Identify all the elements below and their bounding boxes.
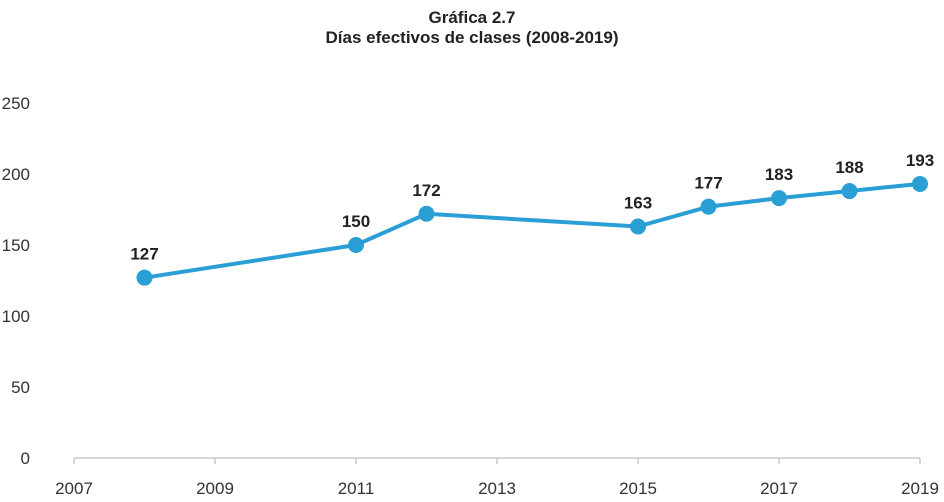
x-tick-label: 2015 <box>619 479 657 498</box>
y-tick-label: 50 <box>11 378 30 397</box>
data-label: 150 <box>342 212 370 231</box>
x-tick-label: 2019 <box>901 479 939 498</box>
x-tick-label: 2017 <box>760 479 798 498</box>
data-label: 177 <box>694 174 722 193</box>
series-line-group <box>136 175 928 286</box>
x-tick-label: 2011 <box>338 479 375 498</box>
chart-title: Gráfica 2.7 <box>428 8 516 27</box>
data-point <box>912 175 928 192</box>
data-label: 163 <box>624 194 652 213</box>
data-label: 127 <box>130 245 158 264</box>
y-tick-label: 250 <box>2 94 30 113</box>
y-tick-label: 0 <box>21 449 30 468</box>
data-labels: 127 150 172 163 177 183 188 193 <box>130 151 934 264</box>
data-point <box>841 183 858 200</box>
x-tick-label: 2009 <box>196 479 234 498</box>
data-point <box>700 198 717 215</box>
series-line <box>144 181 921 280</box>
data-label: 172 <box>412 181 440 200</box>
y-axis: 0 50 100 150 200 250 <box>2 94 30 468</box>
y-tick-label: 150 <box>2 236 30 255</box>
x-axis: 2007 2009 2011 2013 2015 2017 2019 <box>55 457 939 498</box>
y-tick-label: 200 <box>2 165 30 184</box>
data-point <box>771 190 787 207</box>
chart-subtitle: Días efectivos de clases (2008-2019) <box>325 28 619 47</box>
data-label: 183 <box>765 165 793 184</box>
data-label: 188 <box>835 158 863 177</box>
data-point <box>418 205 435 222</box>
data-point <box>630 218 646 235</box>
data-label: 193 <box>906 151 934 170</box>
data-point <box>348 237 364 253</box>
x-tick-label: 2013 <box>478 479 516 498</box>
x-tick-label: 2007 <box>55 479 93 498</box>
chart-titles: Gráfica 2.7 Días efectivos de clases (20… <box>0 0 944 48</box>
y-tick-label: 100 <box>2 307 30 326</box>
data-point <box>136 269 153 286</box>
